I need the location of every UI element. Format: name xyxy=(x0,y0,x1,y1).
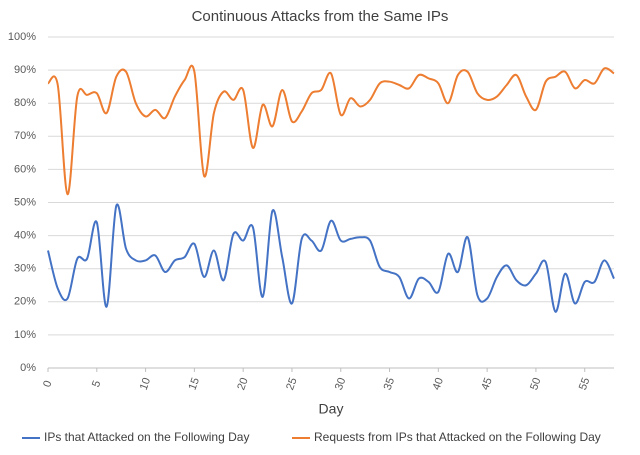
legend-label: IPs that Attacked on the Following Day xyxy=(44,430,249,444)
y-tick-label: 40% xyxy=(14,230,36,242)
y-tick-label: 20% xyxy=(14,296,36,308)
x-tick-label: 40 xyxy=(431,376,446,392)
x-tick-label: 10 xyxy=(138,376,153,392)
x-tick-label: 30 xyxy=(333,376,348,392)
x-tick-label: 55 xyxy=(577,376,592,392)
series-line xyxy=(47,203,615,313)
y-tick-label: 50% xyxy=(14,196,36,208)
chart-title: Continuous Attacks from the Same IPs xyxy=(192,8,449,25)
y-tick-label: 0% xyxy=(20,362,36,374)
x-tick-label: 0 xyxy=(41,379,54,389)
y-tick-label: 70% xyxy=(14,130,36,142)
y-tick-label: 100% xyxy=(8,31,36,43)
x-tick-label: 25 xyxy=(284,376,299,392)
x-tick-label: 5 xyxy=(90,379,103,389)
x-tick-label: 35 xyxy=(382,376,397,392)
y-tick-label: 80% xyxy=(14,97,36,109)
x-tick-label: 50 xyxy=(528,376,543,392)
y-tick-label: 30% xyxy=(14,263,36,275)
x-tick-label: 20 xyxy=(235,376,250,392)
y-tick-label: 60% xyxy=(14,163,36,175)
y-tick-label: 10% xyxy=(14,329,36,341)
legend-label: Requests from IPs that Attacked on the F… xyxy=(314,430,601,444)
y-tick-label: 90% xyxy=(14,64,36,76)
x-axis-title: Day xyxy=(319,401,344,417)
x-tick-label: 45 xyxy=(479,376,494,392)
x-tick-label: 15 xyxy=(187,376,202,392)
series-line xyxy=(47,64,615,196)
